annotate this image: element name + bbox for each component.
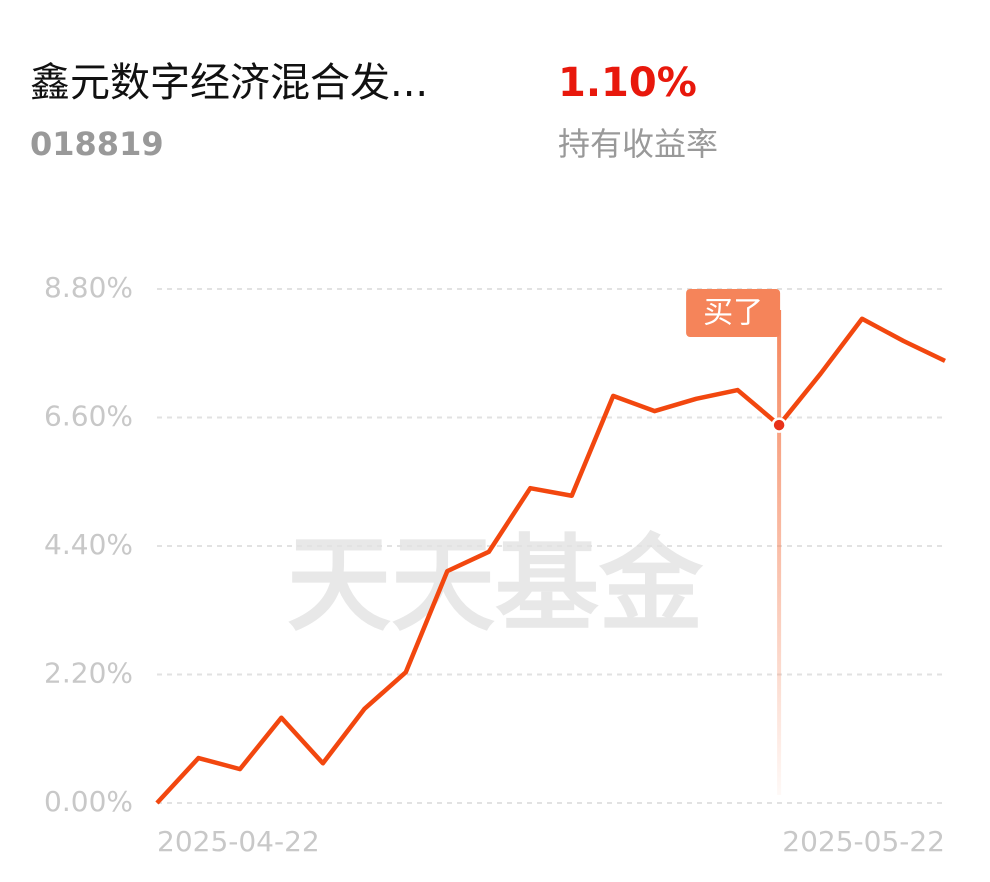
y-tick-label: 6.60% (44, 400, 133, 433)
buy-tag-text: 买了 (703, 296, 763, 331)
y-tick-label: 4.40% (44, 528, 133, 561)
x-tick-label: 2025-04-22 (157, 825, 320, 858)
fund-code: 018819 (30, 125, 164, 163)
x-tick-label: 2025-05-22 (782, 825, 945, 858)
y-tick-label: 0.00% (44, 785, 133, 818)
fund-title: 鑫元数字经济混合发... (30, 60, 428, 106)
buy-point (771, 417, 787, 433)
holding-rate: 1.10% (558, 60, 697, 106)
y-tick-label: 2.20% (44, 657, 133, 690)
nav-line (155, 316, 946, 805)
buy-marker-line (777, 310, 782, 795)
y-tick-label: 8.80% (44, 271, 133, 304)
buy-tag (686, 289, 781, 337)
rate-label: 持有收益率 (558, 125, 718, 163)
